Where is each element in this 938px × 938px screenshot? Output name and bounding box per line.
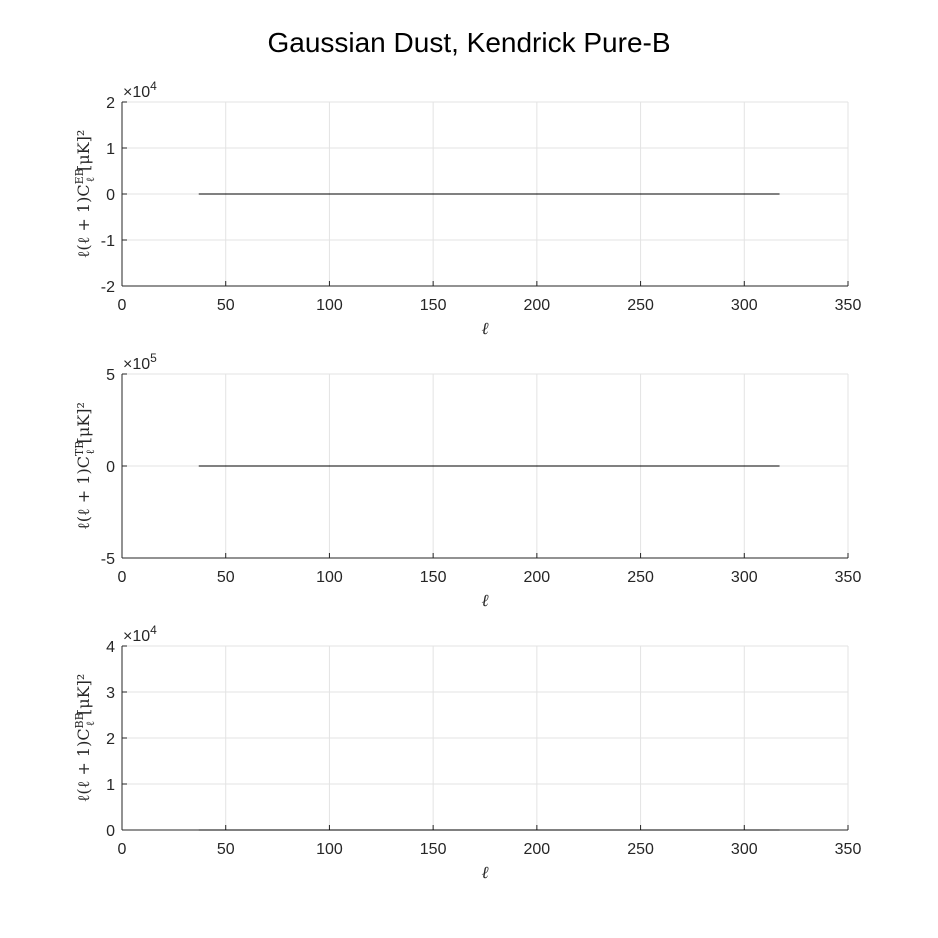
y-label-subscript: ℓ [84,721,97,726]
y-exponent-power: 4 [150,79,157,93]
y-label-superscript: TB [73,441,86,456]
y-label-suffix: [μK]² [74,402,93,443]
y-tick-label: 3 [106,685,115,702]
x-tick-label: 0 [118,297,127,314]
y-axis-label: ℓ(ℓ + 1)CBBℓ [μK]² [73,674,97,803]
x-tick-label: 250 [627,569,654,586]
x-tick-label: 200 [524,569,551,586]
y-tick-label: 4 [106,639,115,656]
y-label-superscript: BB [73,712,86,728]
y-tick-label: 1 [106,777,115,794]
figure-title: Gaussian Dust, Kendrick Pure-B [267,27,670,58]
x-tick-label: 350 [835,841,862,858]
y-exponent-label: ×104 [123,79,157,101]
x-tick-label: 250 [627,841,654,858]
y-tick-label: 0 [106,823,115,840]
x-tick-label: 100 [316,569,343,586]
x-axis-label: ℓ [481,319,488,339]
y-exponent-power: 5 [150,351,157,365]
y-label-prefix: ℓ(ℓ + 1)C [74,184,93,258]
x-tick-label: 250 [627,297,654,314]
x-tick-label: 0 [118,569,127,586]
y-exponent-base: ×10 [123,84,150,101]
x-tick-label: 100 [316,297,343,314]
y-label-suffix: [μK]² [74,130,93,171]
y-label-prefix: ℓ(ℓ + 1)C [74,728,93,802]
x-axis-label: ℓ [481,863,488,883]
y-tick-label: -1 [101,233,115,250]
y-tick-label: 2 [106,95,115,112]
x-tick-label: 0 [118,841,127,858]
x-tick-label: 150 [420,841,447,858]
y-tick-label: 0 [106,459,115,476]
y-tick-label: -2 [101,279,115,296]
x-tick-label: 300 [731,841,758,858]
y-tick-label: 1 [106,141,115,158]
x-tick-label: 150 [420,569,447,586]
y-tick-label: 5 [106,367,115,384]
x-tick-label: 200 [524,297,551,314]
y-exponent-base: ×10 [123,356,150,373]
y-label-subscript: ℓ [84,449,97,454]
x-tick-label: 350 [835,297,862,314]
x-tick-label: 50 [217,569,235,586]
y-tick-label: -5 [101,551,115,568]
x-tick-label: 150 [420,297,447,314]
y-label-subscript: ℓ [84,177,97,182]
x-tick-label: 50 [217,297,235,314]
y-exponent-base: ×10 [123,628,150,645]
x-tick-label: 350 [835,569,862,586]
y-tick-label: 2 [106,731,115,748]
y-exponent-label: ×104 [123,623,157,645]
y-axis-label: ℓ(ℓ + 1)CTBℓ [μK]² [73,402,97,530]
y-tick-label: 0 [106,187,115,204]
x-tick-label: 200 [524,841,551,858]
x-axis-label: ℓ [481,591,488,611]
x-tick-label: 50 [217,841,235,858]
x-tick-label: 300 [731,297,758,314]
y-label-superscript: EB [73,168,86,184]
y-label-suffix: [μK]² [74,674,93,715]
y-axis-label: ℓ(ℓ + 1)CEBℓ [μK]² [73,130,97,258]
x-tick-label: 100 [316,841,343,858]
y-exponent-label: ×105 [123,351,157,373]
x-tick-label: 300 [731,569,758,586]
y-label-prefix: ℓ(ℓ + 1)C [74,456,93,530]
y-exponent-power: 4 [150,623,157,637]
